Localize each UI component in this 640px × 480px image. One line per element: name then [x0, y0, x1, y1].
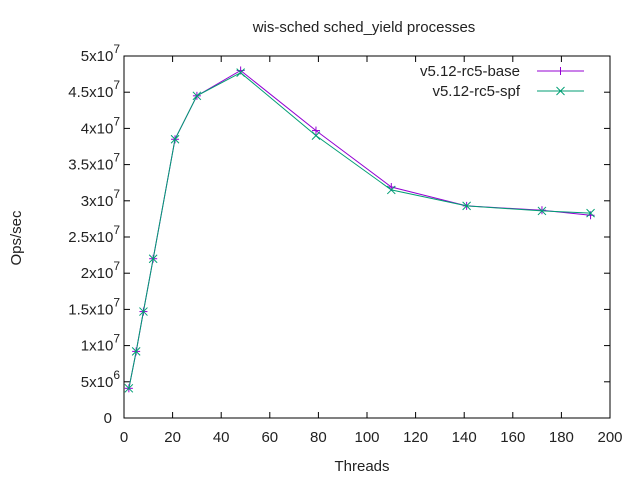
- y-tick-label: 5x107: [81, 42, 121, 65]
- y-tick-mantissa: 2.5x10: [68, 229, 113, 246]
- legend-marker: [556, 86, 565, 96]
- y-tick-mantissa: 3x10: [81, 193, 114, 210]
- y-tick-mantissa: 1x10: [81, 338, 114, 355]
- y-tick-mantissa: 0: [104, 410, 112, 427]
- y-tick-exponent: 7: [113, 42, 120, 56]
- y-tick-label: 3x107: [81, 187, 121, 210]
- data-point: [462, 201, 471, 211]
- x-tick-label: 20: [164, 429, 181, 446]
- y-tick-label: 3.5x107: [68, 151, 120, 174]
- data-point: [311, 126, 320, 135]
- y-tick-label: 0: [104, 410, 112, 427]
- y-tick-exponent: 7: [113, 114, 120, 128]
- x-tick-label: 200: [597, 429, 622, 446]
- data-point: [192, 91, 202, 101]
- y-tick-mantissa: 5x10: [81, 48, 114, 65]
- data-point: [537, 206, 546, 215]
- y-tick-mantissa: 1.5x10: [68, 301, 113, 318]
- y-tick-exponent: 7: [113, 223, 120, 237]
- y-tick-exponent: 6: [113, 368, 120, 382]
- y-tick-exponent: 7: [113, 259, 120, 273]
- x-tick-label: 100: [354, 429, 379, 446]
- y-tick-label: 1x107: [81, 332, 121, 355]
- x-tick-label: 140: [452, 429, 477, 446]
- y-tick-label: 1.5x107: [68, 295, 120, 318]
- x-tick-label: 120: [403, 429, 428, 446]
- y-tick-label: 4x107: [81, 114, 121, 137]
- plot-frame: [123, 55, 611, 419]
- data-point: [170, 134, 180, 144]
- legend-marker: [556, 67, 565, 75]
- chart-title: wis-sched sched_yield processes: [252, 19, 476, 36]
- x-axis-label: Threads: [334, 458, 389, 475]
- y-tick-mantissa: 2x10: [81, 265, 114, 282]
- plot-area: [123, 55, 611, 419]
- y-tick-exponent: 7: [113, 151, 120, 165]
- series-line: [128, 69, 591, 389]
- legend-label: v5.12-rc5-spf: [432, 83, 520, 100]
- x-tick-label: 80: [310, 429, 327, 446]
- x-tick-label: 0: [120, 429, 128, 446]
- y-tick-exponent: 7: [113, 295, 120, 309]
- data-point: [148, 254, 158, 264]
- y-tick-exponent: 7: [113, 187, 120, 201]
- axis-ticks: 0 20 40 60 80 100 120 140 160 180 20005x1061x1071.…: [68, 42, 622, 446]
- y-tick-label: 5x106: [81, 368, 121, 391]
- x-tick-label: 40: [213, 429, 230, 446]
- data-point: [311, 131, 321, 140]
- series-line: [128, 72, 591, 389]
- x-tick-label: 60: [261, 429, 278, 446]
- y-tick-label: 2.5x107: [68, 223, 120, 246]
- series-v5.12-rc5-base: [124, 66, 595, 393]
- data-point: [236, 68, 245, 78]
- x-tick-label: 160: [500, 429, 525, 446]
- y-tick-exponent: 7: [113, 332, 120, 346]
- legend: v5.12-rc5-base v5.12-rc5-spf: [420, 63, 584, 100]
- y-tick-mantissa: 3.5x10: [68, 157, 113, 174]
- data-point: [131, 347, 141, 356]
- data-point: [537, 206, 547, 216]
- x-tick-label: 180: [549, 429, 574, 446]
- y-tick-mantissa: 4x10: [81, 120, 114, 137]
- data-point: [139, 307, 148, 316]
- legend-label: v5.12-rc5-base: [420, 63, 520, 80]
- y-tick-mantissa: 4.5x10: [68, 84, 113, 101]
- y-tick-exponent: 7: [113, 78, 120, 92]
- data-point: [586, 208, 595, 218]
- series-layer: [124, 66, 595, 393]
- series-v5.12-rc5-spf: [124, 68, 595, 393]
- y-tick-mantissa: 5x10: [81, 374, 114, 391]
- y-tick-label: 4.5x107: [68, 78, 120, 101]
- data-point: [386, 185, 396, 195]
- y-tick-label: 2x107: [81, 259, 121, 282]
- data-point: [124, 383, 134, 393]
- y-axis-label: Ops/sec: [8, 210, 25, 266]
